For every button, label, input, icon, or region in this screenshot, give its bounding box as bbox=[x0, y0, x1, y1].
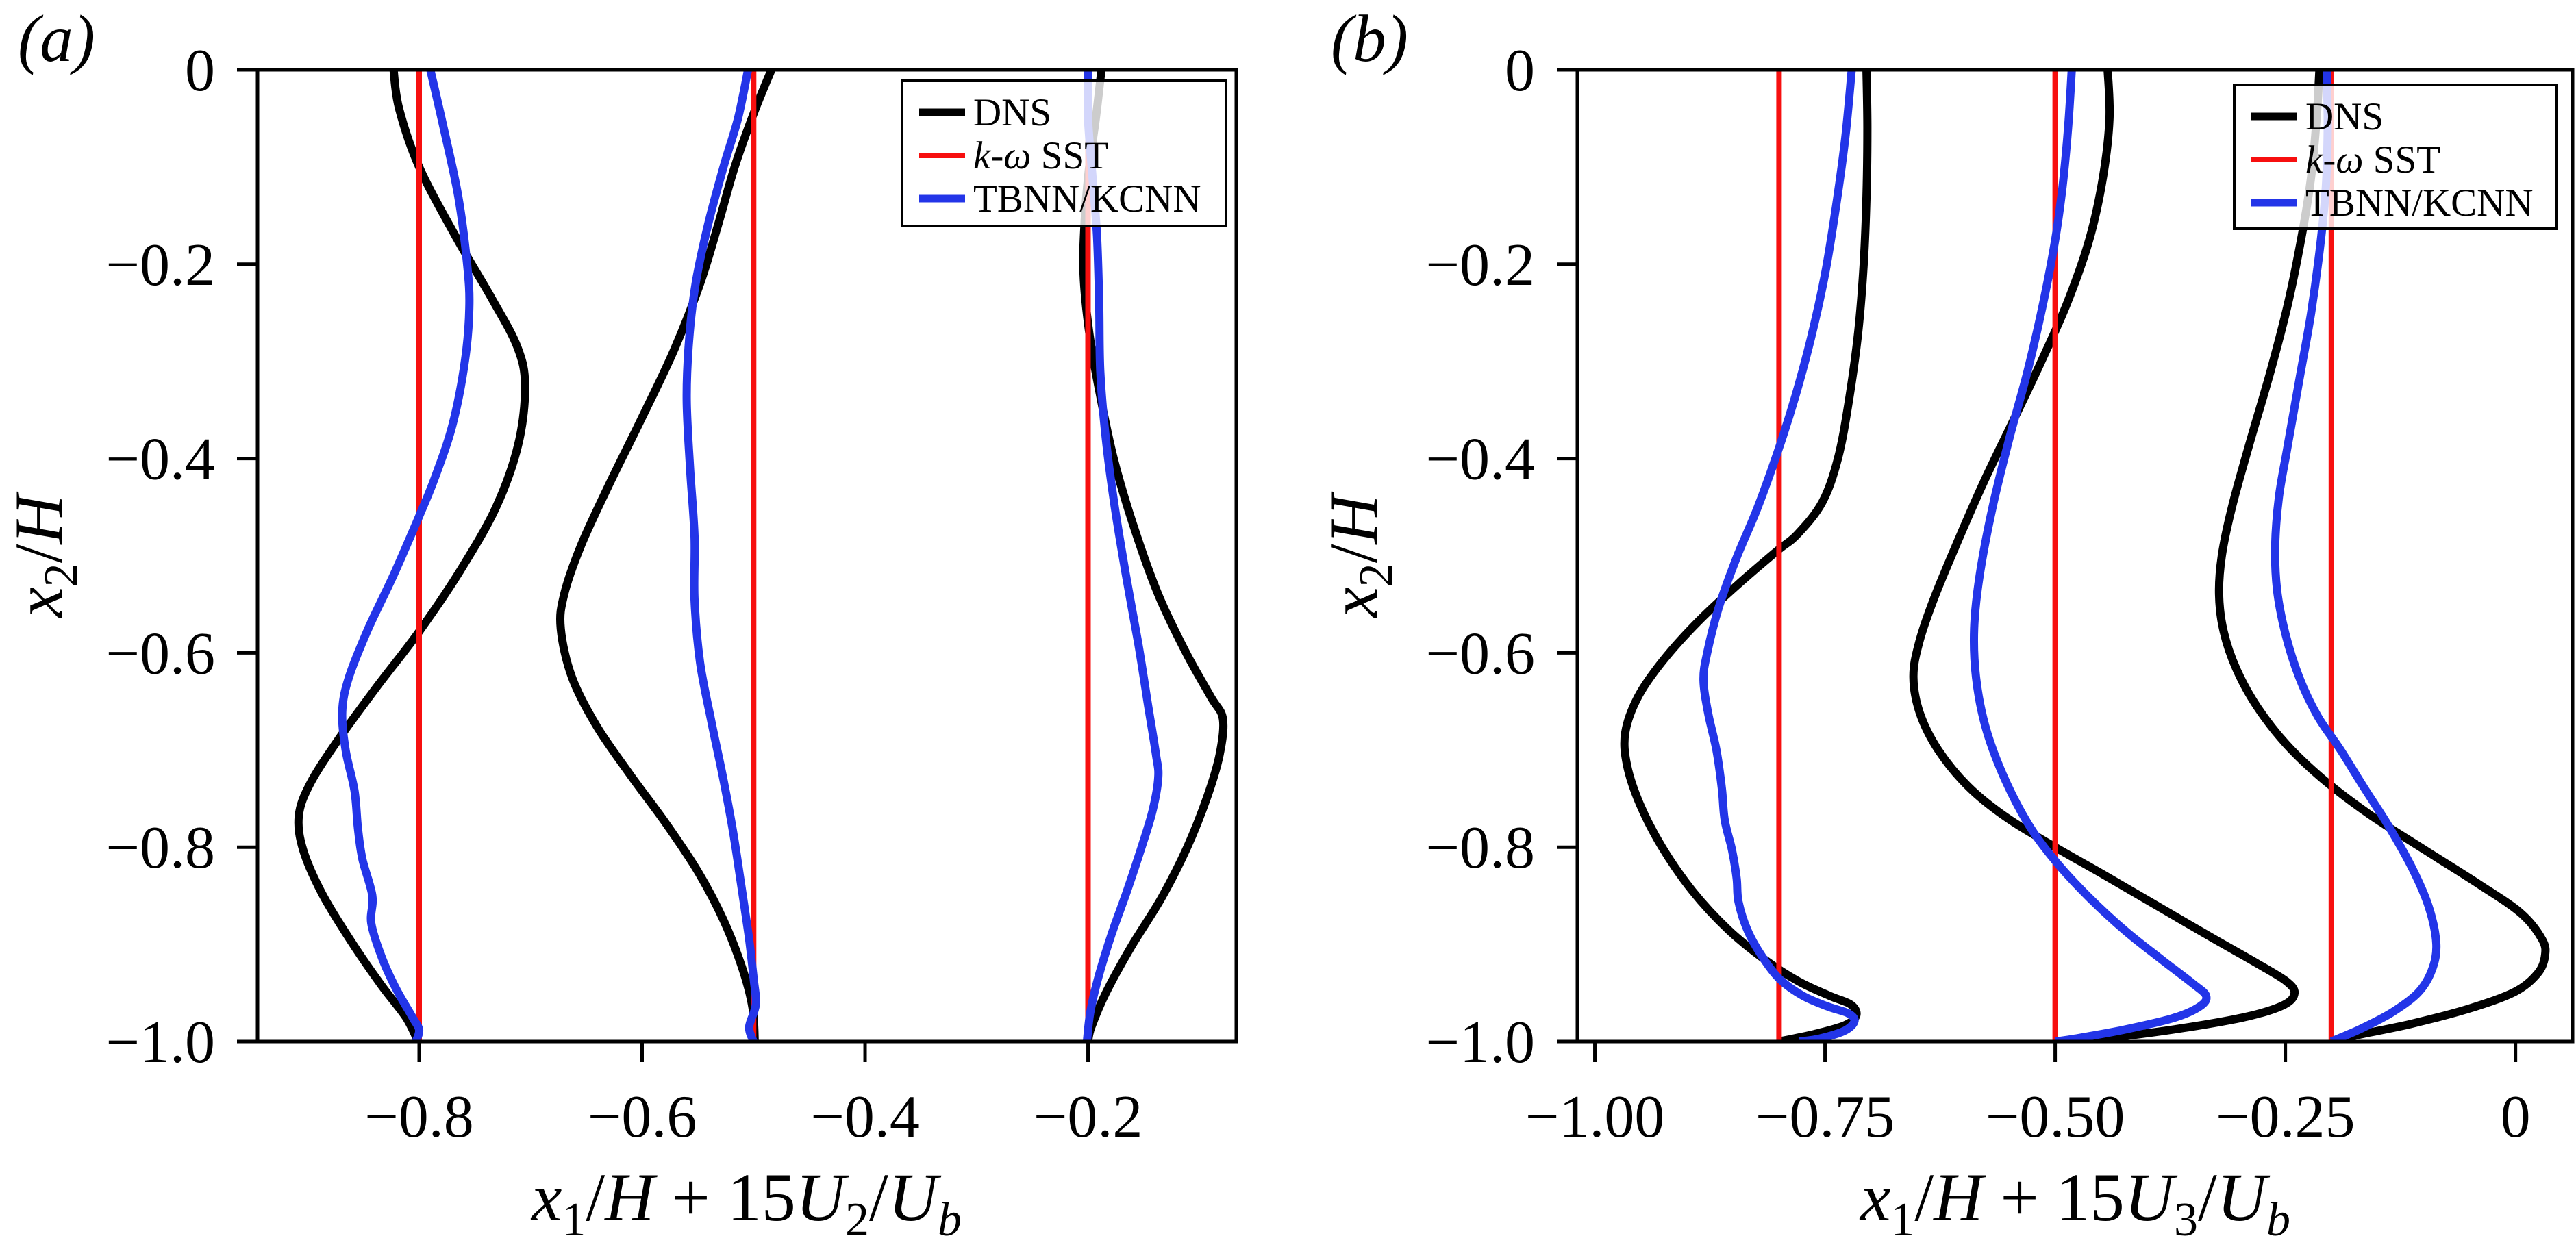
y-tick-label: 0 bbox=[185, 38, 215, 104]
curve-ml-station--0.2 bbox=[1082, 70, 1163, 1042]
y-tick-label: −0.8 bbox=[105, 815, 215, 881]
curve-dns-station--0.5 bbox=[1909, 70, 2299, 1042]
y-tick-label: −0.6 bbox=[1425, 620, 1535, 687]
y-axis-label-a: x2/H bbox=[1, 492, 88, 619]
curve-ml-station--0.8 bbox=[338, 70, 474, 1042]
y-axis-label-b: x2/H bbox=[1316, 492, 1403, 619]
x-tick-label: −0.50 bbox=[1986, 1084, 2125, 1150]
x-tick-label: −0.4 bbox=[810, 1084, 920, 1150]
curve-dns-station--0.8 bbox=[1620, 70, 1872, 1042]
panel-a-label: (a) bbox=[18, 2, 96, 75]
x-tick-label: −0.25 bbox=[2216, 1084, 2355, 1150]
curve-ml-station--0.5 bbox=[682, 70, 760, 1042]
y-tick-label: −0.6 bbox=[105, 620, 215, 687]
y-tick-label: −0.2 bbox=[105, 232, 215, 299]
curve-dns-station--0.2 bbox=[1079, 70, 1228, 1042]
curve-dns-station--0.8 bbox=[294, 70, 529, 1042]
y-tick-label: −0.4 bbox=[1425, 427, 1535, 493]
curve-dns-station--0.5 bbox=[555, 70, 775, 1042]
plot-area-b bbox=[1620, 70, 2550, 1042]
x-tick-label: −0.75 bbox=[1755, 1084, 1895, 1150]
legend-label-dns: DNS bbox=[2305, 95, 2384, 138]
curve-ml-station--0.5 bbox=[1969, 70, 2211, 1042]
panel-b: −1.00 −0.75 −0.50 −0.25 0 0 −0.2 −0.4 −0.6 −0.8 −1… bbox=[1316, 38, 2575, 1246]
x-axis-label-a: x1/H + 15U2/Ub bbox=[530, 1159, 962, 1246]
x-tick-label: −0.8 bbox=[364, 1084, 474, 1150]
legend-label-sst: k-ω SST bbox=[2305, 138, 2440, 181]
y-tick-label: −0.2 bbox=[1425, 232, 1535, 299]
curve-ml-station--0.2 bbox=[2271, 70, 2441, 1042]
x-tick-label: −1.00 bbox=[1525, 1084, 1665, 1150]
y-tick-label: −1.0 bbox=[105, 1009, 215, 1076]
x-axis-label-b: x1/H + 15U3/Ub bbox=[1859, 1159, 2290, 1246]
legend-label-dns: DNS bbox=[973, 91, 1051, 134]
curve-ml-station--0.8 bbox=[1699, 70, 1859, 1042]
legend-label-ml: TBNN/KCNN bbox=[2305, 181, 2534, 225]
plot-area-a bbox=[294, 70, 1228, 1042]
axes-frame-b bbox=[1575, 68, 2575, 1044]
legend-label-ml: TBNN/KCNN bbox=[973, 177, 1201, 220]
x-tick-label: 0 bbox=[2501, 1084, 2531, 1150]
legend-label-sst: k-ω SST bbox=[973, 134, 1108, 177]
y-tick-label: 0 bbox=[1505, 38, 1535, 104]
y-tick-label: −0.4 bbox=[105, 427, 215, 493]
y-tick-label: −0.8 bbox=[1425, 815, 1535, 881]
x-tick-label: −0.2 bbox=[1034, 1084, 1143, 1150]
axes-frame-a bbox=[255, 68, 1238, 1044]
x-tick-label: −0.6 bbox=[588, 1084, 697, 1150]
panel-b-label: (b) bbox=[1331, 2, 1409, 75]
y-tick-label: −1.0 bbox=[1425, 1009, 1535, 1076]
curve-dns-station--0.2 bbox=[2214, 70, 2550, 1042]
panel-a: −0.8 −0.6 −0.4 −0.2 0 −0.2 −0.4 −0.6 −0.8 −1.0 x1/… bbox=[1, 38, 1238, 1246]
